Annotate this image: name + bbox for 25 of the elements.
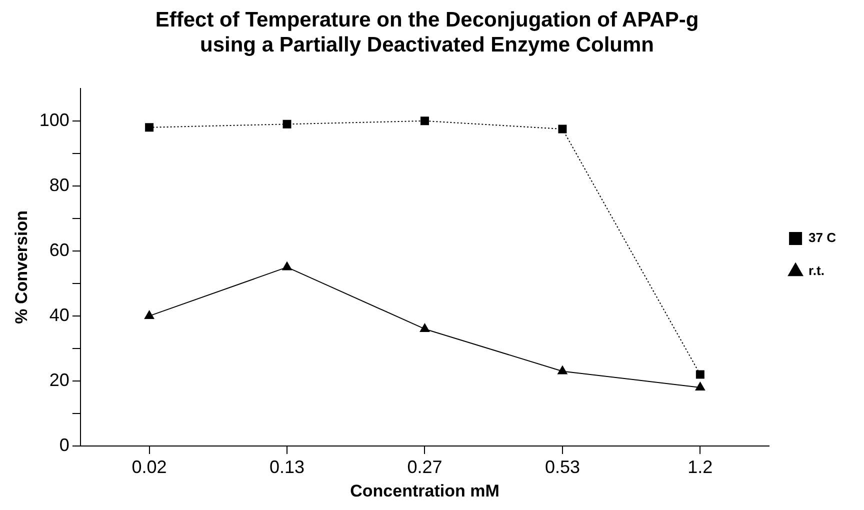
y-tick-label: 60 <box>49 240 70 260</box>
y-tick-label: 20 <box>49 370 70 390</box>
x-tick-label: 0.13 <box>269 456 305 477</box>
y-tick-label: 80 <box>49 174 70 195</box>
point <box>694 381 706 390</box>
x-tick-label: 0.53 <box>544 456 580 477</box>
point <box>282 261 292 270</box>
legend-label: r.t. <box>808 263 824 278</box>
point <box>144 310 154 319</box>
y-tick-label: 40 <box>49 304 70 325</box>
y-tick-label: 0 <box>59 434 70 455</box>
x-tick-label: 0.27 <box>407 456 442 477</box>
point <box>282 120 292 128</box>
y-tick-label: 100 <box>39 110 70 130</box>
point <box>420 116 429 126</box>
x-tick-label: 0.02 <box>132 456 167 477</box>
point <box>557 365 568 374</box>
point <box>420 322 430 332</box>
point <box>145 123 154 132</box>
point <box>558 124 567 134</box>
chart-title: Effect of Temperature on the Deconjugation of APAP-g using a Partially Deactivated Enzyme Column <box>155 8 699 57</box>
y-axis-title: % Conversion <box>12 210 31 324</box>
legend-label: 37 C <box>808 230 837 246</box>
x-tick-label: 1.2 <box>688 456 713 477</box>
x-axis-title: Concentration mM <box>350 481 500 500</box>
